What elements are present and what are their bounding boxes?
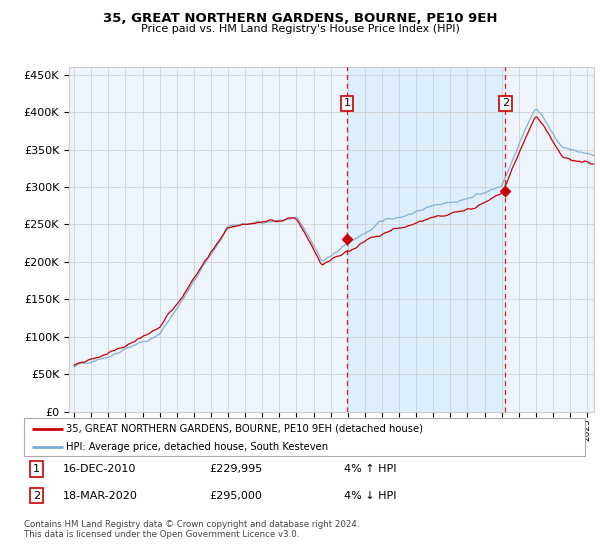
Text: £295,000: £295,000 [209, 491, 262, 501]
Text: Contains HM Land Registry data © Crown copyright and database right 2024.
This d: Contains HM Land Registry data © Crown c… [24, 520, 359, 539]
FancyBboxPatch shape [24, 418, 585, 456]
Text: HPI: Average price, detached house, South Kesteven: HPI: Average price, detached house, Sout… [66, 442, 328, 452]
Text: 18-MAR-2020: 18-MAR-2020 [63, 491, 138, 501]
Text: 1: 1 [344, 99, 350, 109]
Text: 2: 2 [33, 491, 40, 501]
Text: Price paid vs. HM Land Registry's House Price Index (HPI): Price paid vs. HM Land Registry's House … [140, 24, 460, 34]
Bar [347, 67, 505, 412]
Text: £229,995: £229,995 [209, 464, 262, 474]
Text: 16-DEC-2010: 16-DEC-2010 [63, 464, 137, 474]
Text: 1: 1 [33, 464, 40, 474]
Text: 4% ↑ HPI: 4% ↑ HPI [344, 464, 396, 474]
Text: 2: 2 [502, 99, 509, 109]
Text: 35, GREAT NORTHERN GARDENS, BOURNE, PE10 9EH: 35, GREAT NORTHERN GARDENS, BOURNE, PE10… [103, 12, 497, 25]
Text: 4% ↓ HPI: 4% ↓ HPI [344, 491, 396, 501]
Text: 35, GREAT NORTHERN GARDENS, BOURNE, PE10 9EH (detached house): 35, GREAT NORTHERN GARDENS, BOURNE, PE10… [66, 423, 423, 433]
